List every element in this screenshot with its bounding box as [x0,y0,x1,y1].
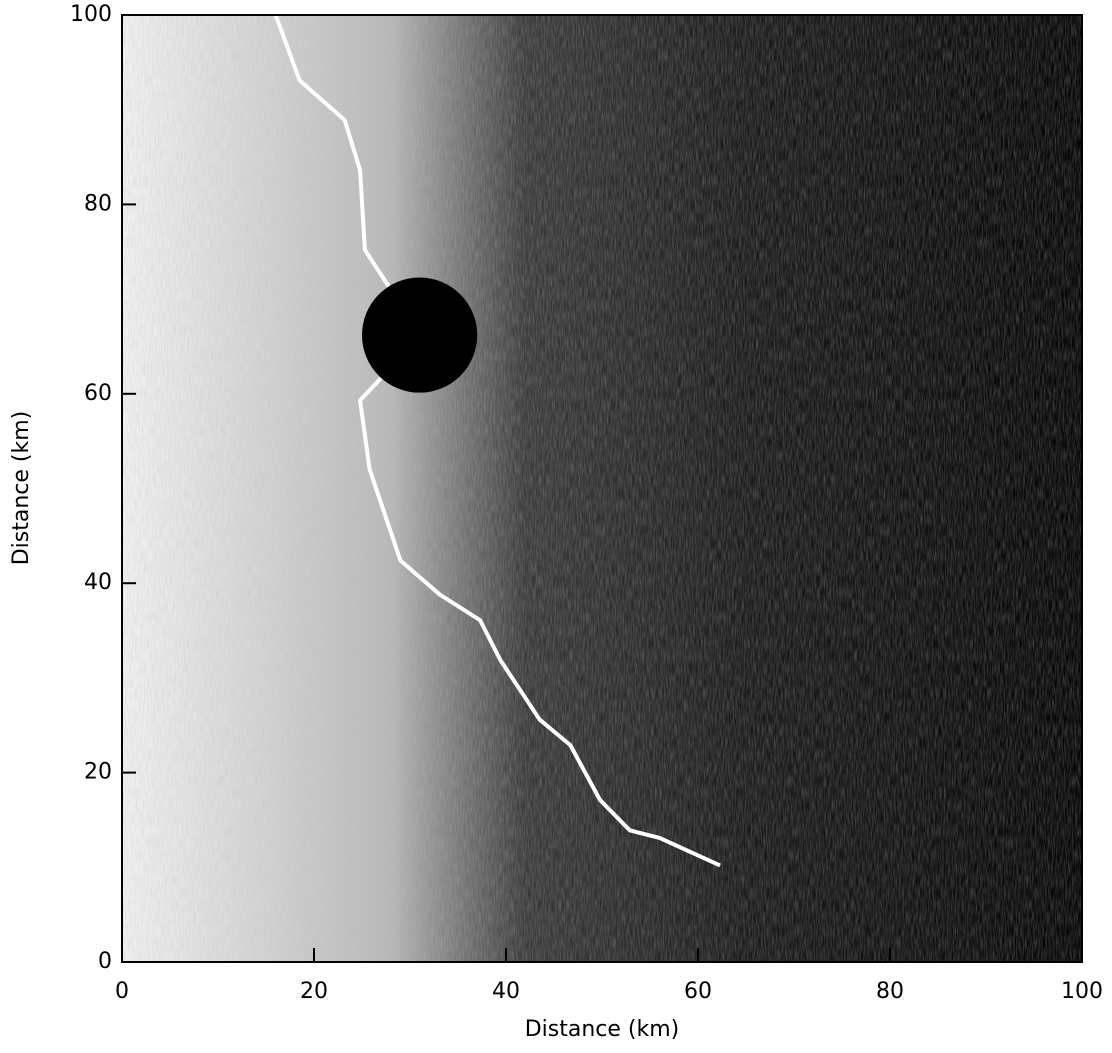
x-tick-label: 20 [300,979,328,1004]
y-tick-label: 100 [70,2,112,27]
x-tick-label: 100 [1061,979,1103,1004]
x-tick-label: 80 [876,979,904,1004]
y-axis-label: Distance (km) [9,411,34,566]
marker [362,277,478,393]
line [273,14,721,868]
x-tick-label: 0 [115,979,129,1004]
x-tick-label: 40 [492,979,520,1004]
radar-image [122,15,1082,962]
y-tick-label: 0 [98,949,112,974]
x-axis-label: Distance (km) [525,1017,680,1042]
plot-frame [121,14,1083,963]
y-tick-label: 20 [84,760,112,785]
y-tick-label: 80 [84,191,112,216]
y-tick-label: 60 [84,381,112,406]
y-tick-label: 40 [84,570,112,595]
x-tick-label: 60 [684,979,712,1004]
